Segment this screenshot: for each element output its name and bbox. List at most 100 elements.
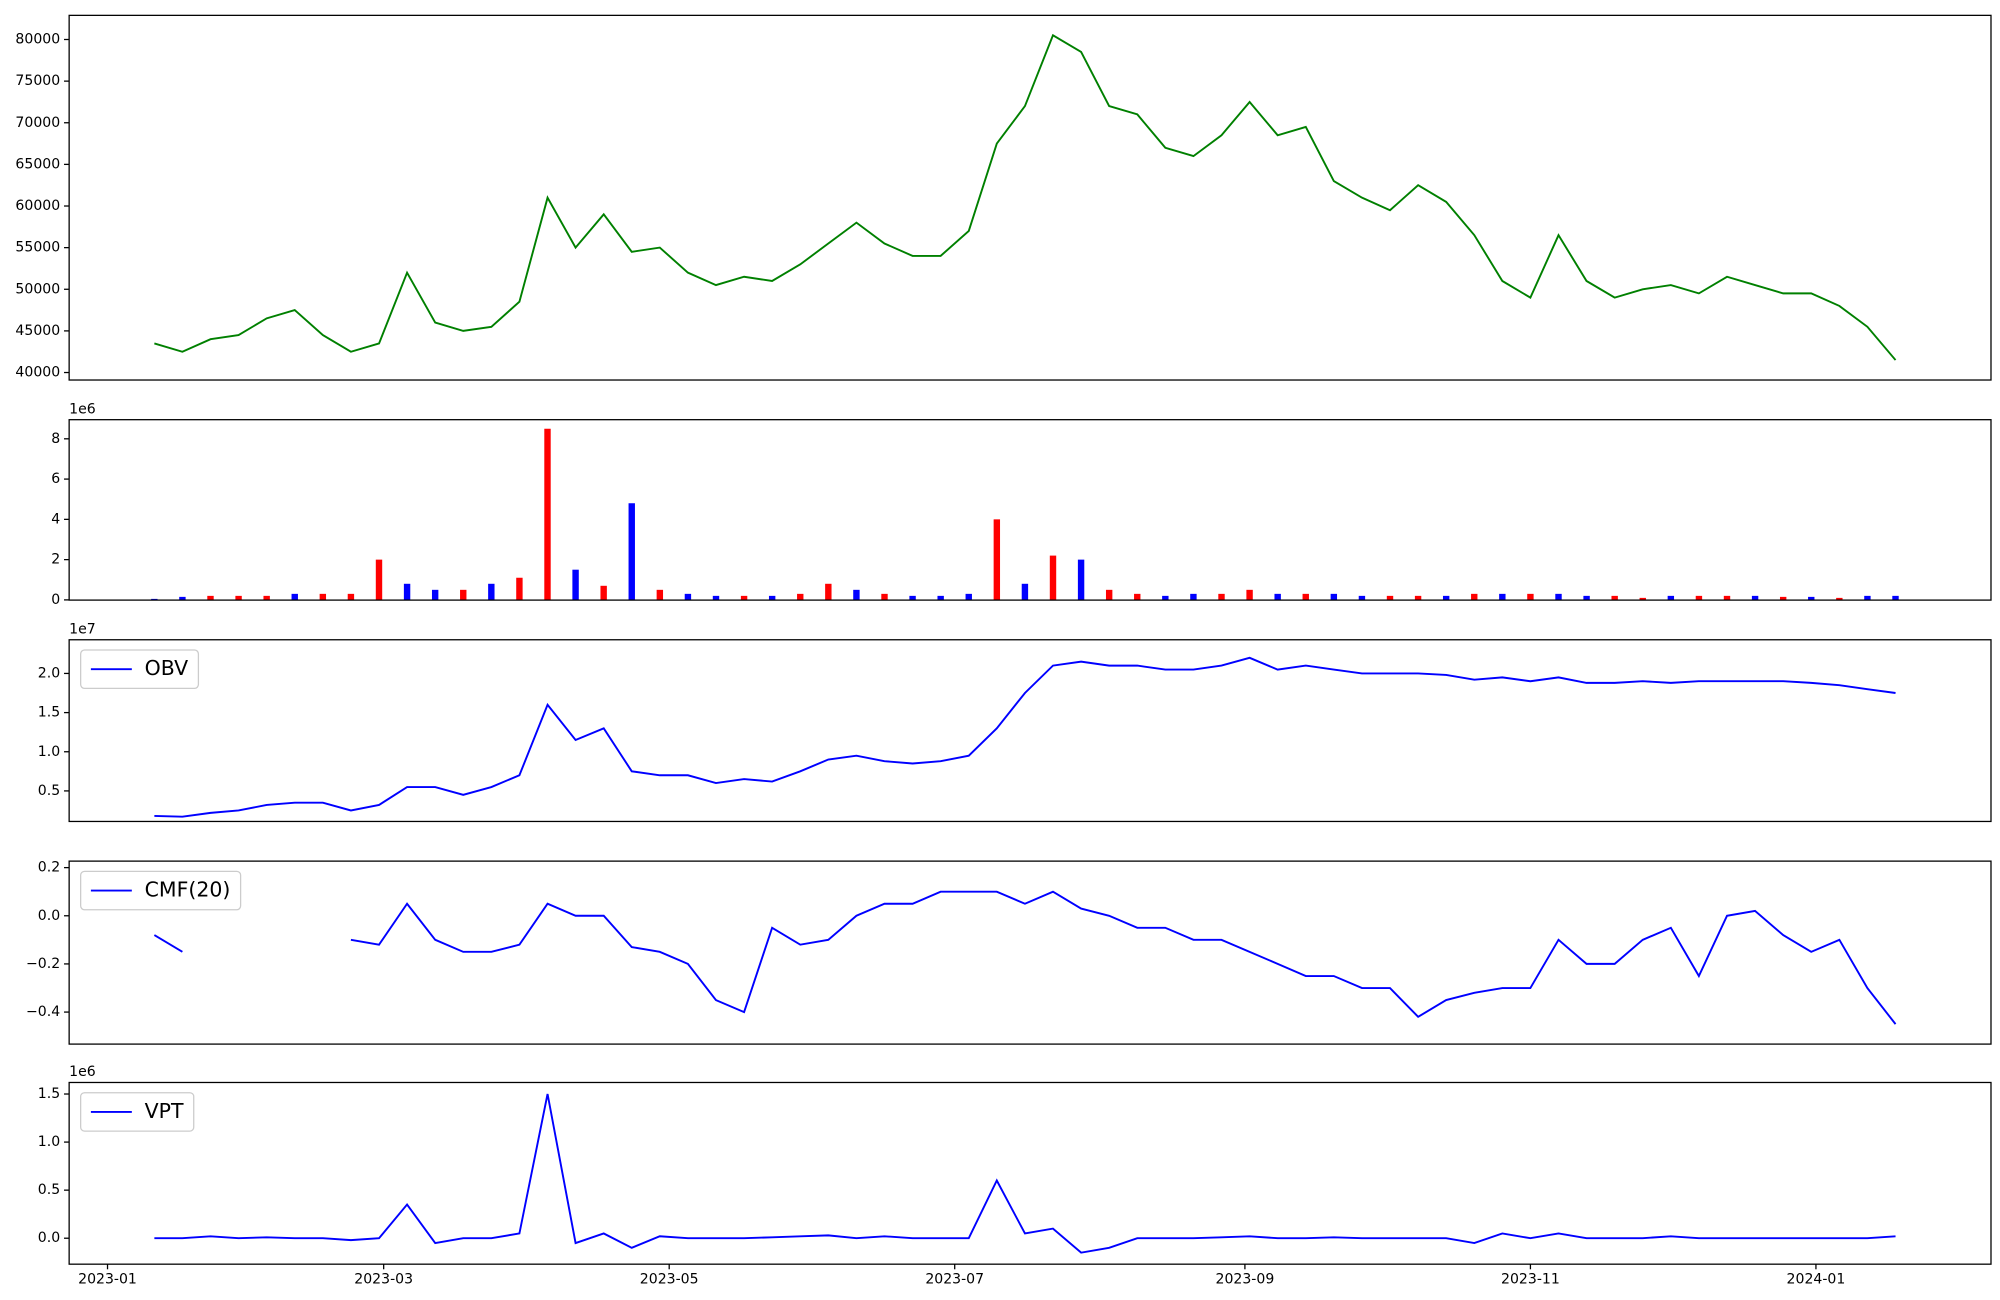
bar <box>544 428 551 600</box>
legend-label: VPT <box>145 1099 184 1123</box>
y-tick-label: 80000 <box>15 31 60 47</box>
legend-box <box>80 1092 195 1132</box>
bar <box>1302 593 1309 600</box>
bar <box>460 589 467 600</box>
bar <box>993 519 1001 600</box>
axes-frame <box>68 1081 1992 1265</box>
bar <box>1892 595 1899 600</box>
axes-frame <box>68 860 1992 1045</box>
bar <box>431 589 439 600</box>
bar <box>768 595 776 600</box>
bar <box>488 583 495 600</box>
bar <box>207 595 214 600</box>
bar <box>1611 595 1618 600</box>
bar <box>1021 583 1029 600</box>
y-tick-label: −0.2 <box>26 956 60 972</box>
bar <box>403 583 411 600</box>
line-series <box>154 1093 1896 1254</box>
y-tick-label: 0.5 <box>38 783 60 799</box>
bar <box>1134 593 1141 600</box>
offset-label: 1e6 <box>69 1064 96 1080</box>
y-tick-label: 2 <box>51 552 60 568</box>
axes-frame <box>68 419 1992 601</box>
axes-frame <box>68 14 1992 381</box>
bar <box>291 593 298 600</box>
y-tick-label: 0 <box>51 592 60 608</box>
bar <box>1218 593 1225 600</box>
bar <box>347 593 355 600</box>
y-tick-label: 1.5 <box>38 705 60 721</box>
y-tick-label: 70000 <box>15 115 60 131</box>
x-tick-label: 2023-11 <box>1501 1272 1560 1288</box>
bar <box>1105 589 1113 600</box>
y-tick-label: 0.5 <box>38 1182 60 1198</box>
bar <box>965 593 972 600</box>
y-tick-label: 0.0 <box>38 1230 60 1246</box>
bar <box>1808 596 1815 600</box>
y-tick-label: 1.5 <box>38 1086 60 1102</box>
bar <box>151 598 158 600</box>
bar <box>1779 596 1787 600</box>
bar <box>572 569 579 600</box>
line-series <box>154 656 1896 818</box>
bar <box>1667 595 1675 600</box>
bar <box>853 589 860 600</box>
line-series <box>153 890 1897 1025</box>
bar <box>1190 593 1197 600</box>
bar <box>797 593 804 600</box>
y-tick-label: 4 <box>51 511 60 527</box>
y-tick-label: 75000 <box>15 73 60 89</box>
x-tick-label: 2023-03 <box>354 1272 413 1288</box>
bar <box>1246 589 1253 600</box>
bar <box>1162 595 1169 600</box>
y-tick-label: 65000 <box>15 156 60 172</box>
bar <box>1723 595 1731 600</box>
y-tick-label: 1.0 <box>38 1134 60 1150</box>
y-tick-label: 2.0 <box>38 665 60 681</box>
bar <box>628 503 635 600</box>
bar <box>319 593 327 600</box>
bar <box>1386 595 1394 600</box>
bar <box>1274 593 1281 600</box>
bar <box>881 593 888 600</box>
x-tick-label: 2023-09 <box>1216 1272 1275 1288</box>
bar <box>1527 593 1534 600</box>
line-series <box>154 33 1897 361</box>
y-tick-label: 50000 <box>15 281 60 297</box>
bar <box>1049 555 1057 600</box>
bar <box>712 595 720 600</box>
legend-label: OBV <box>145 656 189 680</box>
bar <box>1695 595 1703 600</box>
bar <box>1414 595 1422 600</box>
bar <box>375 559 383 600</box>
bar <box>263 595 270 600</box>
y-tick-label: 0.2 <box>38 860 60 876</box>
x-tick-label: 2023-05 <box>640 1272 699 1288</box>
bar <box>1583 595 1590 600</box>
offset-label: 1e7 <box>69 622 96 638</box>
bar <box>1499 593 1506 600</box>
x-tick-label: 2023-01 <box>78 1272 137 1288</box>
bar <box>684 593 692 600</box>
bar <box>179 596 186 600</box>
y-tick-label: 6 <box>51 471 60 487</box>
bar <box>1836 597 1843 600</box>
bar <box>1358 595 1366 600</box>
bar <box>235 595 242 600</box>
axes-frame <box>68 639 1992 823</box>
bar <box>600 585 607 600</box>
bar <box>909 595 916 600</box>
bar <box>1751 595 1759 600</box>
bar <box>740 595 748 600</box>
bar <box>1077 559 1085 600</box>
x-tick-label: 2024-01 <box>1787 1272 1846 1288</box>
bar <box>1864 595 1871 600</box>
y-tick-label: 1.0 <box>38 744 60 760</box>
bar <box>1471 593 1478 600</box>
bar <box>1330 593 1338 600</box>
legend-box <box>80 649 200 690</box>
bar <box>1442 595 1450 600</box>
bar <box>516 577 523 600</box>
y-tick-label: 40000 <box>15 365 60 381</box>
